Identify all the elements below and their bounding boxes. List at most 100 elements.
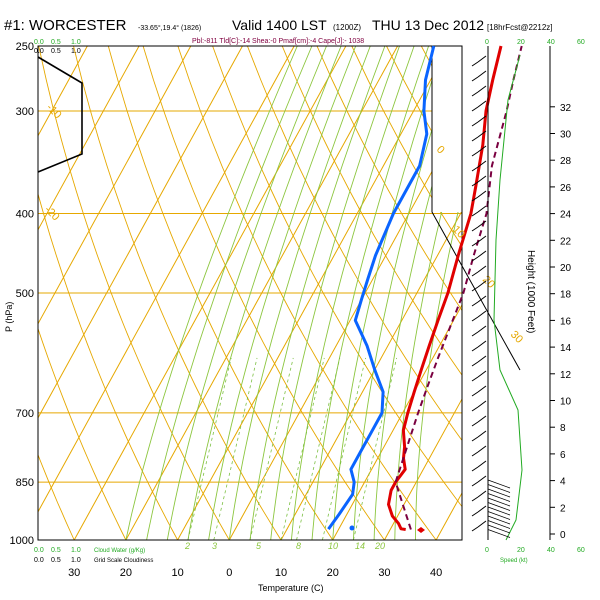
wind-barb-dense [487,515,511,525]
station-coords: -33.65°,19.4° (1826) [138,24,201,32]
moist-adiabat [415,192,462,540]
plot-frame [37,45,463,541]
mixing-ratio-label: 5 [256,541,262,551]
wind-speed-top-tick: 40 [547,39,555,46]
isotherm-line [38,46,140,231]
height-tick-label: 26 [560,183,572,194]
pressure-tick-label: 300 [16,106,34,118]
wind-barb-flag [471,451,479,457]
x-axis-title: Temperature (C) [258,583,324,593]
dry-adiabat [73,46,282,540]
wind-barb-flag [471,526,479,532]
wind-barb [477,265,487,273]
isotherm-label: -20 [42,204,62,224]
surface-temperature-marker [417,527,425,533]
wind-barb-dense [487,529,511,538]
isotherm-line [38,46,295,513]
height-tick-label: 32 [560,103,572,114]
height-boundary [431,46,521,371]
height-tick-label: 8 [560,423,566,434]
wind-speed-top-tick: 20 [517,39,525,46]
pressure-tick-label: 250 [16,41,34,53]
wind-barb [477,280,487,288]
cloud-scale-label: 1.0 [71,557,81,564]
dewpoint-line [327,45,436,530]
wind-barb-flag [471,391,479,397]
wind-barb-flag [471,241,479,247]
height-tick-label: 14 [560,343,572,354]
wind-barb-flag [471,121,479,127]
mixing-ratio-label: 10 [328,541,338,551]
isotherm-label: 30 [508,329,525,346]
cloud-scale-top-green-label: 0.0 [34,39,44,46]
forecast-label: [18hrFcst@2212z] [487,23,552,32]
height-tick-label: 24 [560,210,572,221]
cloud-scale-green-label: 0.0 [34,547,44,554]
stability-indices: Pbl:-811 Tld[C]:-14 Shea:-0 Pmaf[cm]:-4 … [192,38,364,45]
wind-barb-flag [471,481,479,487]
cloud-profile [37,56,83,173]
moist-adiabat [352,46,459,540]
wind-barb [477,445,487,453]
dry-adiabat [38,453,75,540]
wind-barb-flag [471,91,479,97]
moist-adiabat [187,46,342,540]
station-title: #1: WORCESTER [4,17,127,34]
moist-adiabat [208,46,357,540]
valid-date: THU 13 Dec 2012 [372,17,484,33]
wind-barb-dense [487,493,511,502]
wind-barb-flag [471,61,479,67]
dry-adiabat [281,46,462,376]
height-axis-title: Height (1000 Feet) [525,250,536,333]
mixing-ratio-line [296,357,341,540]
mixing-ratio-label: 8 [296,541,301,551]
wind-barb [477,235,487,243]
cloud-scale-top-label: 0.5 [51,48,61,55]
temperature-line [387,45,503,531]
wind-barb-flag [471,331,479,337]
height-tick-label: 18 [560,290,572,301]
wind-barb-flag [471,496,479,502]
wind-barb [477,85,487,93]
pressure-tick-label: 500 [16,288,34,300]
moist-adiabat [332,46,444,540]
wind-barb [477,460,487,468]
wind-barb-flag [471,301,479,307]
x-tick-label: 30 [68,567,80,579]
wind-barb [477,145,487,153]
height-tick-label: 0 [560,530,566,541]
cloud-scale-top-green-label: 1.0 [71,39,81,46]
height-tick-label: 6 [560,450,566,461]
upper-right-blank [432,46,462,212]
height-tick-label: 16 [560,316,572,327]
wind-barb-dense [487,502,511,511]
wind-barb-flag [471,166,479,172]
wind-barb [477,70,487,78]
wind-barb [477,100,487,108]
mixing-ratio-label: 2 [184,541,190,551]
wind-barb-flag [471,346,479,352]
wind-speed-profile [493,54,523,541]
moist-adiabat [270,46,400,540]
wind-barb-flag [471,151,479,157]
wind-barb [477,55,487,63]
x-tick-label: 10 [171,567,183,579]
moist-adiabat [290,46,415,540]
dry-adiabat [107,46,334,540]
moist-adiabat [125,46,298,540]
mixing-ratio-label: 14 [355,541,365,551]
pressure-tick-label: 700 [16,408,34,420]
wind-speed-top-tick: 0 [485,39,489,46]
dry-adiabat [38,46,230,540]
pressure-tick-label: 850 [16,477,34,489]
isotherm-line [125,46,399,540]
mixing-ratio-line [322,357,367,540]
y-axis-title: P (hPa) [4,302,14,332]
wind-barb-flag [471,226,479,232]
wind-barb [477,340,487,348]
surface-dewpoint-marker [349,525,355,531]
wind-barb-dense [487,511,511,520]
moist-adiabat [373,78,462,540]
wind-barb-flag [471,361,479,367]
